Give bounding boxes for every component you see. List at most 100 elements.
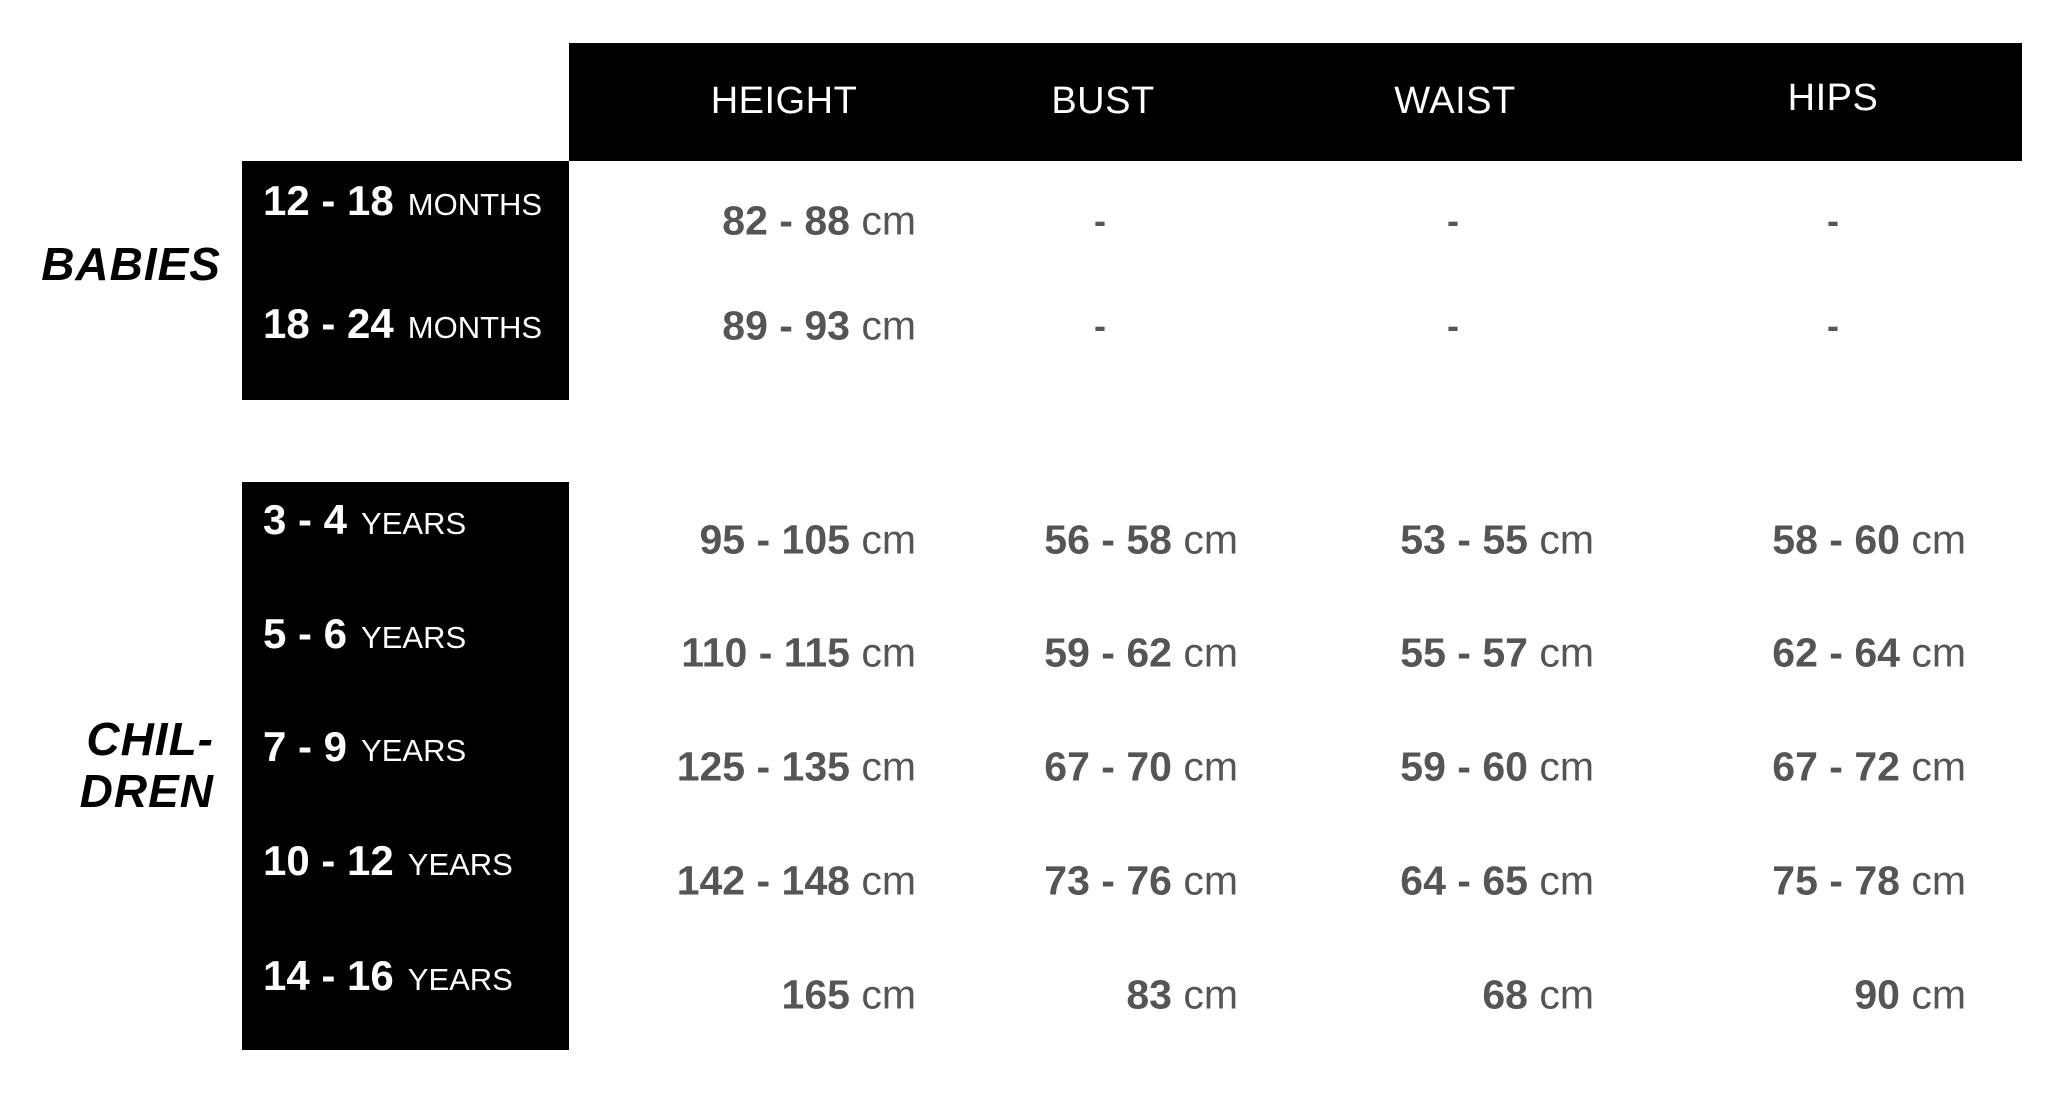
age-range: 7 - 9 — [263, 723, 348, 770]
measurement-value: 142 - 148 cm — [677, 858, 916, 905]
measurement-value: 64 - 65 cm — [1400, 858, 1594, 905]
measurement-unit: cm — [861, 302, 916, 349]
measurement-value: 75 - 78 cm — [1772, 858, 1966, 905]
measurement-number: 62 - 64 — [1772, 629, 1900, 676]
measurement-number: 59 - 60 — [1400, 743, 1528, 790]
measurement-unit: cm — [861, 516, 916, 563]
measurement-number: 95 - 105 — [699, 516, 850, 563]
measurement-number: 83 — [1126, 971, 1172, 1018]
measurement-value: 67 - 70 cm — [1044, 744, 1238, 791]
measurement-unit: cm — [861, 743, 916, 790]
row-label: 7 - 9 YEARS — [263, 723, 466, 771]
measurement-unit: cm — [1911, 743, 1966, 790]
measurement-unit: cm — [1183, 971, 1238, 1018]
measurement-unit: cm — [861, 629, 916, 676]
age-range: 5 - 6 — [263, 610, 348, 657]
measurement-unit: cm — [1911, 857, 1966, 904]
measurement-number: 67 - 70 — [1044, 743, 1172, 790]
empty-value: - — [1447, 200, 1459, 241]
age-range: 10 - 12 — [263, 837, 394, 884]
empty-value: - — [1827, 305, 1839, 346]
measurement-value: 73 - 76 cm — [1044, 858, 1238, 905]
measurement-number: 64 - 65 — [1400, 857, 1528, 904]
measurement-value: 55 - 57 cm — [1400, 630, 1594, 677]
age-unit: MONTHS — [407, 310, 543, 345]
age-unit: YEARS — [407, 962, 513, 997]
measurement-unit: cm — [1183, 857, 1238, 904]
measurement-value: 53 - 55 cm — [1400, 517, 1594, 564]
measurement-unit: cm — [861, 971, 916, 1018]
measurement-value: 56 - 58 cm — [1044, 517, 1238, 564]
measurement-unit: cm — [1539, 971, 1594, 1018]
empty-value: - — [1094, 305, 1106, 346]
age-unit: YEARS — [361, 733, 467, 768]
measurement-value: 62 - 64 cm — [1772, 630, 1966, 677]
measurement-value: 59 - 62 cm — [1044, 630, 1238, 677]
group-label-babies: BABIES — [41, 238, 221, 290]
row-label: 12 - 18 MONTHS — [263, 177, 542, 225]
measurement-number: 68 — [1482, 971, 1528, 1018]
measurement-number: 89 - 93 — [722, 302, 850, 349]
children-label-block — [242, 482, 569, 1050]
measurement-value: 58 - 60 cm — [1772, 517, 1966, 564]
measurement-value: 95 - 105 cm — [699, 517, 916, 564]
measurement-number: 142 - 148 — [676, 857, 850, 904]
measurement-value: 83 cm — [1126, 972, 1238, 1019]
column-header-height: HEIGHT — [710, 80, 858, 122]
age-range: 18 - 24 — [263, 300, 394, 347]
column-header-waist: WAIST — [1394, 80, 1516, 122]
measurement-value: 82 - 88 cm — [722, 198, 916, 245]
measurement-unit: cm — [1183, 629, 1238, 676]
measurement-value: 165 cm — [782, 972, 916, 1019]
measurement-number: 90 — [1854, 971, 1900, 1018]
group-label-children-line1: CHIL- — [86, 713, 214, 765]
age-unit: MONTHS — [407, 187, 543, 222]
measurement-number: 59 - 62 — [1044, 629, 1172, 676]
measurement-value: 110 - 115 cm — [681, 630, 916, 677]
row-label: 10 - 12 YEARS — [263, 837, 513, 885]
column-header-bust: BUST — [1051, 80, 1155, 122]
measurement-number: 58 - 60 — [1772, 516, 1900, 563]
babies-label-block — [242, 161, 569, 400]
column-header-hips: HIPS — [1787, 77, 1879, 119]
age-unit: YEARS — [361, 620, 467, 655]
age-range: 12 - 18 — [263, 177, 394, 224]
age-unit: YEARS — [361, 506, 467, 541]
measurement-value: 125 - 135 cm — [677, 744, 916, 791]
row-label: 5 - 6 YEARS — [263, 610, 466, 658]
measurement-unit: cm — [1911, 629, 1966, 676]
measurement-number: 165 — [781, 971, 850, 1018]
age-unit: YEARS — [407, 847, 513, 882]
measurement-value: 67 - 72 cm — [1772, 744, 1966, 791]
column-header-bar — [569, 43, 2022, 161]
empty-value: - — [1447, 305, 1459, 346]
measurement-number: 53 - 55 — [1400, 516, 1528, 563]
measurement-value: 89 - 93 cm — [722, 303, 916, 350]
measurement-number: 82 - 88 — [722, 197, 850, 244]
measurement-value: 68 cm — [1482, 972, 1594, 1019]
measurement-value: 59 - 60 cm — [1400, 744, 1594, 791]
measurement-value: 90 cm — [1854, 972, 1966, 1019]
measurement-unit: cm — [861, 197, 916, 244]
measurement-unit: cm — [1183, 743, 1238, 790]
age-range: 14 - 16 — [263, 952, 394, 999]
measurement-unit: cm — [1183, 516, 1238, 563]
measurement-unit: cm — [1911, 971, 1966, 1018]
measurement-number: 55 - 57 — [1400, 629, 1528, 676]
empty-value: - — [1827, 200, 1839, 241]
measurement-unit: cm — [1539, 857, 1594, 904]
measurement-unit: cm — [1539, 629, 1594, 676]
group-label-children-line2: DREN — [79, 765, 214, 817]
group-label-children: CHIL- DREN — [20, 713, 214, 817]
measurement-number: 125 - 135 — [676, 743, 850, 790]
measurement-number: 73 - 76 — [1044, 857, 1172, 904]
measurement-number: 67 - 72 — [1772, 743, 1900, 790]
row-label: 18 - 24 MONTHS — [263, 300, 542, 348]
measurement-unit: cm — [861, 857, 916, 904]
measurement-number: 56 - 58 — [1044, 516, 1172, 563]
measurement-unit: cm — [1539, 743, 1594, 790]
measurement-number: 110 - 115 — [681, 629, 850, 676]
row-label: 3 - 4 YEARS — [263, 496, 466, 544]
measurement-number: 75 - 78 — [1772, 857, 1900, 904]
measurement-unit: cm — [1539, 516, 1594, 563]
